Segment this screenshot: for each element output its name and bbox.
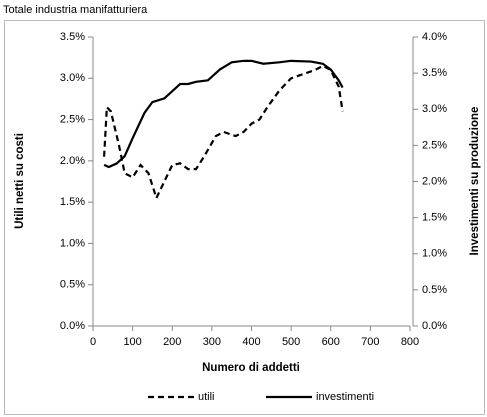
y2-tick-label: 0.5%: [422, 284, 447, 296]
y-tick-label: 3.5%: [60, 31, 85, 43]
y-tick-label: 0.0%: [60, 320, 85, 332]
y-tick-label: 1.5%: [60, 196, 85, 208]
chart-border: [4, 20, 485, 415]
x-tick-label: 300: [203, 336, 221, 348]
y-tick-label: 2.0%: [60, 155, 85, 167]
y2-tick-label: 2.0%: [422, 175, 447, 187]
x-tick-label: 500: [282, 336, 300, 348]
chart-title: Totale industria manifatturiera: [3, 4, 148, 16]
y-tick-label: 3.0%: [60, 72, 85, 84]
legend-label: utili: [198, 391, 215, 403]
x-tick-label: 200: [163, 336, 181, 348]
y2-tick-label: 1.0%: [422, 248, 447, 260]
y2-tick-label: 4.0%: [422, 31, 447, 43]
y2-tick-label: 2.5%: [422, 139, 447, 151]
y2-tick-label: 3.0%: [422, 103, 447, 115]
x-axis-title: Numero di addetti: [202, 362, 300, 374]
x-tick-label: 700: [361, 336, 379, 348]
y-axis-title: Utili netti su costi: [14, 133, 26, 229]
data-line: [102, 64, 344, 201]
y2-axis-title: Investimenti su produzione: [469, 107, 481, 256]
legend-label: investimenti: [316, 391, 374, 403]
x-tick-label: 800: [401, 336, 419, 348]
x-tick-label: 600: [322, 336, 340, 348]
y-tick-label: 0.5%: [60, 279, 85, 291]
y-tick-label: 2.5%: [60, 113, 85, 125]
x-tick-label: 100: [123, 336, 141, 348]
y-tick-label: 1.0%: [60, 237, 85, 249]
y2-tick-label: 0.0%: [422, 320, 447, 332]
y2-tick-label: 3.5%: [422, 67, 447, 79]
x-tick-label: 400: [242, 336, 260, 348]
y2-tick-label: 1.5%: [422, 212, 447, 224]
x-tick-label: 0: [90, 336, 96, 348]
data-line: [103, 59, 344, 169]
